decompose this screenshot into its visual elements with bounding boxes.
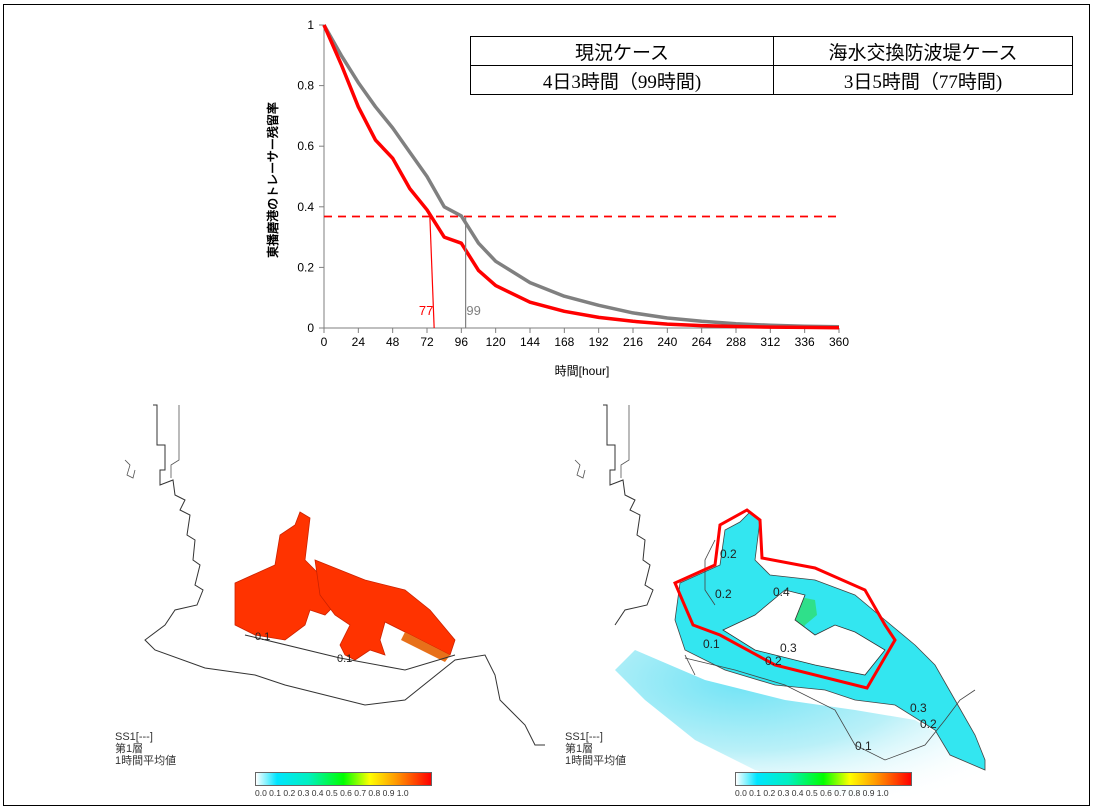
tracer-plume-offshore	[615, 650, 985, 805]
x-tick-label: 168	[554, 335, 574, 349]
series-line-gray	[322, 24, 840, 329]
x-tick-label: 240	[657, 335, 677, 349]
x-tick-label: 96	[455, 335, 469, 349]
contour-label: 0.3	[910, 701, 927, 715]
x-tick-label: 48	[386, 335, 400, 349]
coastline	[603, 404, 654, 626]
x-tick-label: 144	[520, 335, 540, 349]
coastline-inner	[574, 405, 630, 479]
legend-average: 1時間平均値	[565, 755, 627, 767]
coastline-inner	[124, 405, 180, 479]
legend-layer: 第1層	[115, 743, 144, 755]
x-tick-label: 192	[589, 335, 609, 349]
table-value-row: 4日3時間（99時間) 3日5時間（77時間)	[470, 65, 1073, 95]
chart-series	[322, 24, 840, 330]
y-axis-label: 東播磨港のトレーサー残留率	[265, 102, 280, 258]
contour-line	[684, 657, 976, 761]
colorbar	[255, 772, 432, 786]
summary-table: 現況ケース 海水交換防波堤ケース 4日3時間（99時間) 3日5時間（77時間)	[470, 36, 1073, 95]
x-tick-label: 24	[352, 335, 366, 349]
x-tick-label: 72	[420, 335, 434, 349]
x-tick-label: 336	[795, 335, 815, 349]
table-header-row: 現況ケース 海水交換防波堤ケース	[470, 36, 1073, 66]
inner-basin	[722, 589, 886, 676]
contour-label: 0.1	[703, 637, 720, 651]
map-breakwater-case: 0.2 0.2 0.4 0.1 0.2 0.3 0.3 0.2 0.1 SS1[…	[555, 400, 1025, 805]
legend-title: SS1[---]	[565, 731, 603, 743]
colorbar-labels: 0.0 0.1 0.2 0.3 0.4 0.5 0.6 0.7 0.8 0.9 …	[255, 788, 409, 798]
contour-label: 0.4	[773, 585, 790, 599]
contour-label: 0.2	[720, 547, 737, 561]
x-tick-label: 0	[321, 335, 328, 349]
table-value-current: 4日3時間（99時間)	[470, 65, 774, 95]
contour-label: 0.3	[780, 641, 797, 655]
legend-layer: 第1層	[565, 743, 594, 755]
y-tick-label: 0.2	[297, 260, 314, 274]
table-header-current: 現況ケース	[470, 36, 774, 66]
colorbar	[735, 772, 912, 786]
table-value-breakwater: 3日5時間（77時間)	[773, 65, 1073, 95]
contour-line	[684, 539, 716, 676]
contour-label: 0.1	[255, 631, 270, 643]
y-tick-label: 0.6	[297, 139, 314, 153]
y-tick-label: 1	[307, 18, 314, 32]
colorbar-labels: 0.0 0.1 0.2 0.3 0.4 0.5 0.6 0.7 0.8 0.9 …	[735, 788, 889, 798]
y-tick-label: 0	[307, 321, 314, 335]
map-breakwater-svg: 0.2 0.2 0.4 0.1 0.2 0.3 0.3 0.2 0.1	[574, 404, 986, 805]
legend-average: 1時間平均値	[115, 755, 177, 767]
x-tick-label: 312	[760, 335, 780, 349]
x-tick-label: 360	[829, 335, 849, 349]
tracer-region-east	[314, 559, 456, 661]
marker-line	[429, 216, 435, 329]
y-tick-label: 0.8	[297, 79, 314, 93]
x-tick-label: 288	[726, 335, 746, 349]
breakwater-line	[244, 634, 456, 671]
coastline	[144, 404, 545, 746]
contour-label: 0.1	[855, 739, 872, 753]
contour-label: 0.2	[715, 587, 732, 601]
contour-label: 0.2	[920, 717, 937, 731]
marker-label: 99	[466, 303, 480, 318]
chart-annotations: 77 99	[324, 215, 839, 329]
series-line-red	[322, 24, 840, 330]
x-tick-label: 120	[486, 335, 506, 349]
figure-frame	[3, 4, 1090, 806]
y-tick-label: 0.4	[297, 200, 314, 214]
breakwater-enclosure	[673, 508, 897, 690]
retention-line-chart: 0 24 48 72 96 120 144 168 192 216 240 264 288 312 336 3…	[265, 18, 849, 378]
contour-label: 0.1	[337, 653, 352, 665]
x-tick-label: 216	[623, 335, 643, 349]
legend-title: SS1[---]	[115, 731, 153, 743]
contour-label: 0.2	[765, 654, 782, 668]
chart-axes: 0 24 48 72 96 120 144 168 192 216 240 264 288 312 336 3…	[297, 18, 849, 349]
x-axis-label: 時間[hour]	[555, 364, 610, 378]
map-current-case: 0.1 0.1 SS1[---] 第1層 1時間平均値 0.0 0.1 0.2 …	[105, 400, 575, 805]
map-current-svg: 0.1 0.1	[124, 404, 545, 746]
tracer-region-east-tip	[401, 632, 450, 662]
marker-label: 77	[419, 303, 433, 318]
x-tick-label: 264	[692, 335, 712, 349]
table-header-breakwater: 海水交換防波堤ケース	[773, 36, 1073, 66]
